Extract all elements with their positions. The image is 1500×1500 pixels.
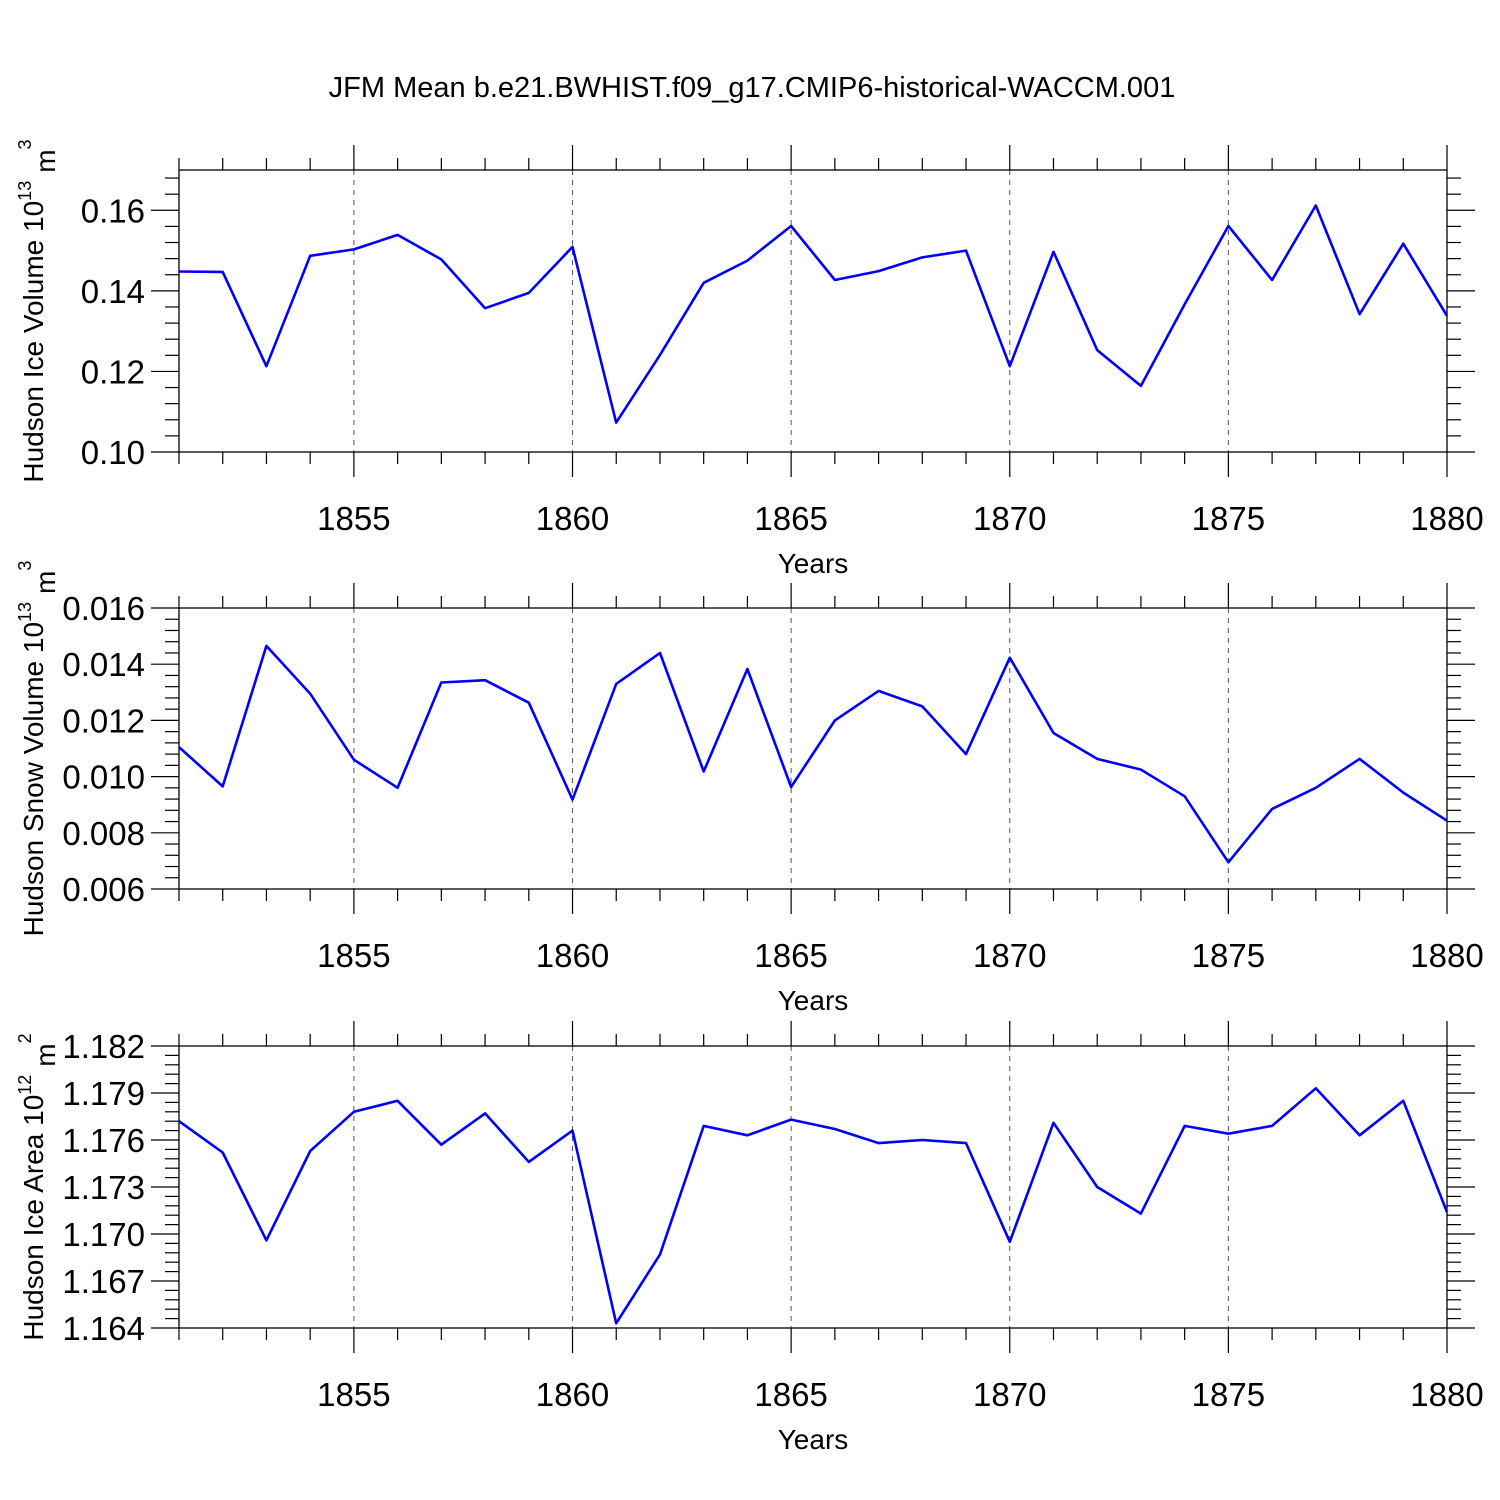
y-axis-title-part: 13	[15, 181, 35, 201]
y-axis-title-part: Hudson Snow Volume 10	[18, 622, 49, 936]
y-tick-label: 0.14	[81, 273, 145, 310]
y-tick-label: 0.012	[62, 702, 145, 739]
y-tick-label: 0.12	[81, 353, 145, 390]
x-tick-label: 1860	[536, 1376, 609, 1413]
y-axis-title-part: Hudson Ice Volume 10	[18, 201, 49, 483]
figure-title: JFM Mean b.e21.BWHIST.f09_g17.CMIP6-hist…	[329, 72, 1176, 104]
x-tick-label: 1855	[317, 937, 390, 974]
y-axis-title-part: m	[30, 1043, 61, 1066]
x-tick-label: 1880	[1410, 937, 1483, 974]
y-tick-label: 0.014	[62, 646, 145, 683]
y-tick-label: 1.167	[62, 1263, 145, 1300]
y-axis-title: Hudson Ice Area 1012 m2	[15, 1033, 61, 1340]
series-line	[178, 644, 1448, 864]
y-tick-label: 1.182	[62, 1028, 145, 1065]
x-tick-label: 1875	[1192, 937, 1265, 974]
y-axis-title-part: 13	[15, 602, 35, 622]
x-axis-title: Years	[778, 985, 849, 1016]
y-tick-label: 1.173	[62, 1169, 145, 1206]
y-axis-title-part: Hudson Ice Area 10	[18, 1095, 49, 1341]
y-tick-label: 0.016	[62, 590, 145, 627]
y-axis-title: Hudson Snow Volume 1013 m3	[15, 561, 61, 937]
x-tick-label: 1860	[536, 937, 609, 974]
x-tick-label: 1875	[1192, 500, 1265, 537]
panel-3: 1.164 1.167 1.170 1.173 1.176 1.179 1.182 1855 1…	[15, 1021, 1484, 1455]
panel-2: 0.006 0.008 0.010 0.012 0.014 0.016 1855 1860 18…	[15, 561, 1484, 1016]
x-tick-label: 1865	[754, 1376, 827, 1413]
x-axis-title: Years	[778, 548, 849, 579]
y-axis-title-part: m	[30, 571, 61, 594]
x-tick-label: 1870	[973, 937, 1046, 974]
plot-frame	[178, 607, 1448, 890]
y-tick-label: 1.176	[62, 1122, 145, 1159]
y-axis-title-part: 3	[15, 139, 35, 149]
x-tick-label: 1880	[1410, 500, 1483, 537]
x-tick-label: 1865	[754, 500, 827, 537]
y-tick-label: 1.179	[62, 1075, 145, 1112]
x-tick-label: 1875	[1192, 1376, 1265, 1413]
y-tick-label: 1.170	[62, 1216, 145, 1253]
series-line	[178, 1087, 1449, 1325]
x-tick-label: 1870	[973, 500, 1046, 537]
y-tick-label: 1.164	[62, 1310, 145, 1347]
y-axis-title-part: 2	[15, 1033, 35, 1043]
y-tick-label: 0.008	[62, 815, 145, 852]
x-tick-label: 1860	[536, 500, 609, 537]
x-tick-label: 1870	[973, 1376, 1046, 1413]
x-tick-label: 1880	[1410, 1376, 1483, 1413]
y-axis-title-part: m	[30, 149, 61, 172]
y-tick-label: 0.16	[81, 192, 145, 229]
y-axis-title-part: 12	[15, 1075, 35, 1095]
x-tick-label: 1855	[317, 1376, 390, 1413]
panel-1: 0.10 0.12 0.14 0.16 1855 1860 1865 1870 1875 1880…	[15, 139, 1484, 579]
x-tick-label: 1855	[317, 500, 390, 537]
x-axis-title: Years	[778, 1424, 849, 1455]
x-tick-label: 1865	[754, 937, 827, 974]
y-tick-label: 0.10	[81, 434, 145, 471]
y-axis-title-part: 3	[15, 561, 35, 571]
series-line	[178, 204, 1449, 424]
plot-frame	[178, 169, 1448, 453]
y-tick-label: 0.006	[62, 871, 145, 908]
y-axis-title: Hudson Ice Volume 1013 m3	[15, 139, 61, 482]
plot-frame	[178, 1045, 1448, 1329]
y-tick-label: 0.010	[62, 759, 145, 796]
